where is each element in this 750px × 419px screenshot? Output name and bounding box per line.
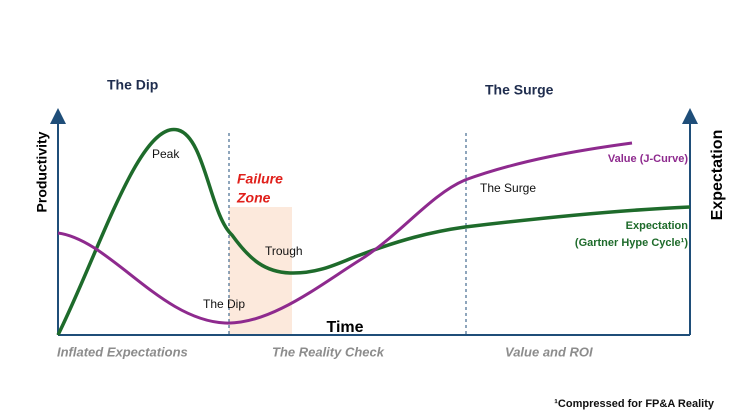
annotation: The Dip — [203, 297, 245, 311]
annotation: Peak — [152, 147, 180, 161]
heading: The Surge — [485, 82, 554, 98]
legend-label: Expectation — [626, 220, 689, 232]
annotation: Trough — [265, 244, 303, 258]
footnote: ¹Compressed for FP&A Reality — [554, 398, 715, 410]
x-axis-label: Time — [326, 319, 363, 336]
y2-axis-label: Expectation — [709, 130, 726, 221]
phase-label: The Reality Check — [272, 344, 385, 359]
heading: The Dip — [107, 77, 158, 93]
annotation: The Surge — [480, 181, 536, 195]
legend-label: Value (J-Curve) — [608, 153, 688, 165]
value-curve — [57, 141, 633, 325]
failure-zone-label: Failure — [237, 171, 283, 187]
phase-label: Inflated Expectations — [57, 344, 188, 359]
phase-label: Value and ROI — [505, 344, 593, 359]
y-axis-label: Productivity — [34, 131, 50, 212]
legend-label: (Gartner Hype Cycle¹) — [575, 237, 688, 249]
failure-zone-label: Zone — [236, 190, 271, 206]
expectation-curve — [56, 127, 691, 336]
